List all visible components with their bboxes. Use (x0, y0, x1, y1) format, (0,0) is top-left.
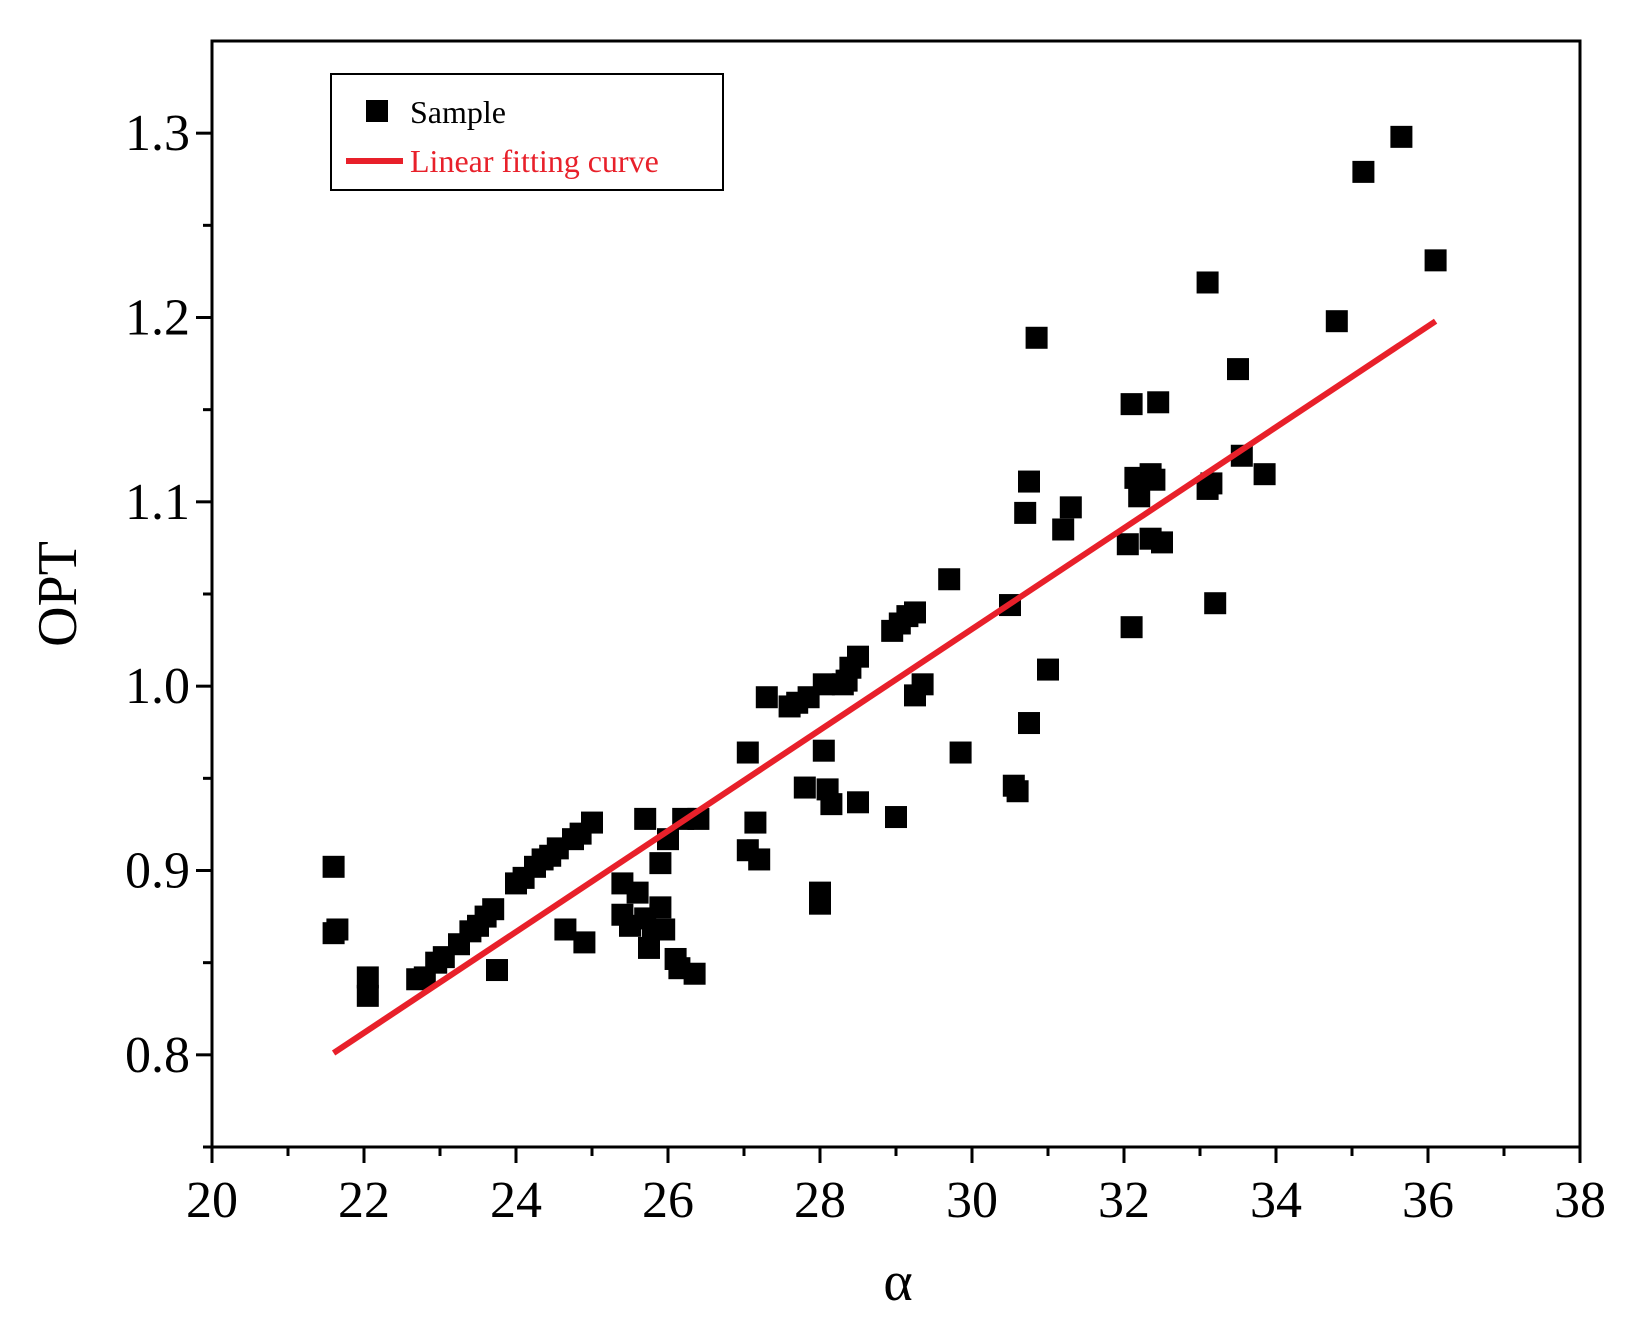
sample-point (748, 848, 771, 871)
legend-box (330, 73, 724, 191)
sample-point (1120, 393, 1143, 416)
sample-point (744, 811, 767, 834)
x-tick-label: 30 (946, 1172, 998, 1229)
x-tick-label: 28 (794, 1172, 846, 1229)
y-tick-label: 1.2 (125, 290, 190, 347)
sample-point (812, 673, 835, 696)
x-tick-label: 34 (1250, 1172, 1302, 1229)
sample-point (356, 984, 379, 1007)
sample-point (885, 806, 907, 829)
sample-point (649, 852, 672, 875)
sample-point (949, 741, 972, 764)
y-tick-labels: 0.8 0.9 1.0 1.1 1.2 1.3 (125, 105, 190, 1084)
sample-point (809, 892, 831, 915)
sample-points (322, 125, 1447, 1007)
x-tick-label: 32 (1098, 1172, 1150, 1229)
x-tick-label: 38 (1554, 1172, 1606, 1229)
sample-point (626, 881, 649, 904)
sample-point (326, 918, 349, 941)
y-tick-label: 0.9 (125, 843, 190, 900)
sample-point (1018, 712, 1040, 735)
sample-point (1424, 249, 1447, 272)
x-tick-labels: 20 22 24 26 28 30 32 34 36 38 (186, 1172, 1606, 1229)
legend-label-fit: Linear fitting curve (410, 143, 659, 179)
sample-point (904, 601, 926, 624)
sample-point (1147, 391, 1170, 414)
y-tick-label: 1.3 (125, 105, 190, 162)
sample-point (356, 966, 379, 989)
sample-point (1390, 125, 1413, 148)
sample-point (1227, 358, 1249, 381)
sample-point (755, 686, 778, 709)
fit-line-layer (331, 318, 1438, 1056)
sample-point (1014, 501, 1037, 524)
sample-point (847, 645, 869, 668)
sample-point (1143, 468, 1166, 491)
sample-point (1204, 592, 1227, 615)
sample-point (1018, 470, 1040, 493)
x-tick-label: 20 (186, 1172, 238, 1229)
sample-point (736, 741, 759, 764)
linear-fit-line (331, 318, 1438, 1056)
sample-point (1037, 658, 1059, 681)
sample-point (847, 791, 869, 814)
sample-point (812, 739, 835, 762)
y-axis-title: OPT (27, 541, 89, 647)
sample-point (1120, 616, 1143, 639)
legend: Sample Linear fitting curve (330, 73, 724, 191)
sample-point (1151, 531, 1173, 554)
sample-point (911, 673, 934, 696)
sample-point (683, 962, 706, 985)
x-axis-title: α (883, 1251, 912, 1313)
y-tick-label: 1.1 (125, 474, 190, 531)
legend-label-sample: Sample (410, 94, 506, 130)
sample-point (649, 896, 672, 919)
sample-point (1025, 326, 1048, 349)
x-tick-label: 26 (642, 1172, 694, 1229)
sample-point (1059, 496, 1082, 519)
sample-point (1253, 463, 1276, 486)
sample-point (1128, 485, 1151, 508)
sample-point (634, 807, 657, 830)
sample-point (1325, 310, 1348, 333)
x-tick-label: 22 (338, 1172, 390, 1229)
sample-point (573, 931, 596, 954)
sample-point (653, 918, 676, 941)
sample-point (581, 811, 603, 834)
x-tick-label: 36 (1402, 1172, 1454, 1229)
plot-frame (210, 39, 1582, 1149)
sample-point (820, 793, 843, 816)
sample-point (486, 959, 508, 982)
sample-point (1052, 518, 1075, 541)
sample-point (1116, 533, 1139, 556)
sample-point (1196, 271, 1219, 294)
sample-point (482, 898, 505, 921)
x-tick-label: 24 (490, 1172, 542, 1229)
y-tick-label: 1.0 (125, 658, 190, 715)
sample-point (793, 776, 816, 799)
sample-point (1200, 472, 1223, 495)
y-tick-label: 0.8 (125, 1027, 190, 1084)
sample-point (1006, 780, 1029, 803)
sample-point (322, 855, 345, 878)
sample-point (638, 936, 660, 959)
sample-point (554, 918, 577, 941)
legend-marker-sample (366, 100, 388, 122)
sample-point (938, 568, 961, 591)
sample-point (1352, 160, 1375, 183)
